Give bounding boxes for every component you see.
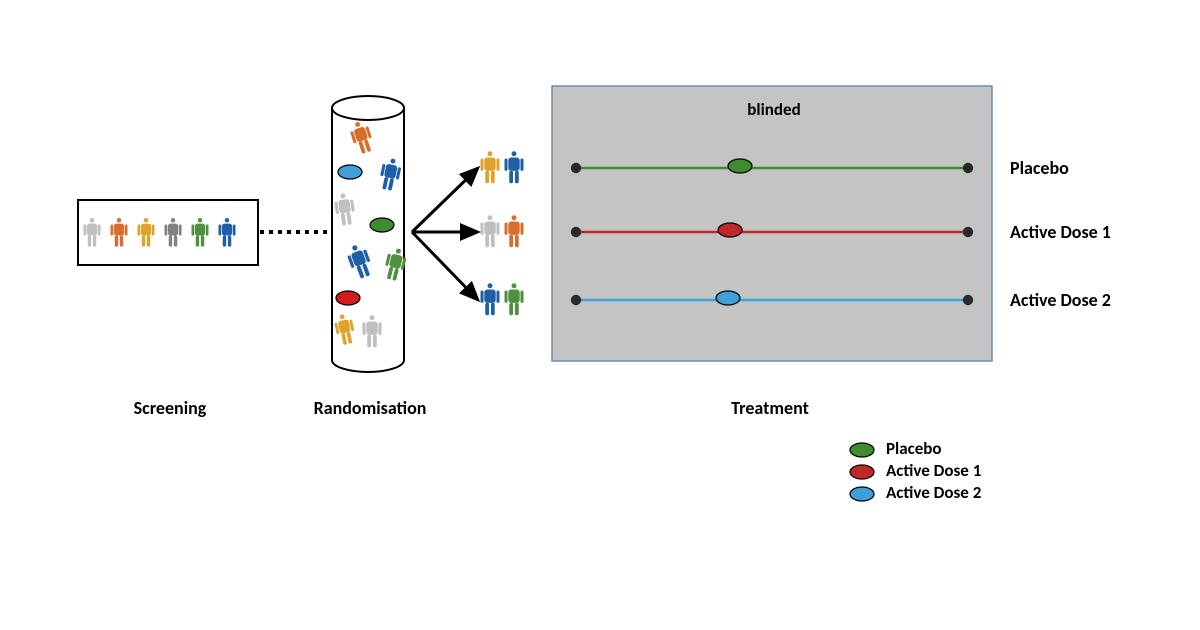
person-icon: [111, 218, 128, 247]
allocated-groups: [481, 151, 524, 315]
randomisation-cylinder: [332, 96, 408, 372]
pill-icon: [718, 223, 742, 237]
pill-icon: [850, 443, 874, 457]
pill-icon: [850, 487, 874, 501]
randomisation-arrows: [412, 168, 478, 300]
person-icon: [84, 218, 101, 247]
blinded-label: blinded: [747, 99, 800, 120]
person-icon: [192, 218, 209, 247]
screening-label: Screening: [134, 397, 207, 419]
person-icon: [505, 151, 524, 183]
person-icon: [505, 215, 524, 247]
legend: PlaceboActive Dose 1Active Dose 2: [850, 438, 982, 503]
pill-icon: [370, 218, 394, 232]
person-icon: [481, 283, 500, 315]
pill-icon: [716, 291, 740, 305]
randomisation-label: Randomisation: [314, 397, 427, 419]
legend-item-label: Placebo: [886, 438, 942, 459]
arm-label: Active Dose 1: [1010, 221, 1111, 243]
treatment-label: Treatment: [731, 397, 809, 419]
pill-icon: [336, 291, 360, 305]
treatment-blinded-box: [552, 86, 992, 361]
person-icon: [481, 151, 500, 183]
arm-label: Active Dose 2: [1010, 289, 1111, 311]
screening-box: [78, 200, 258, 265]
person-icon: [481, 215, 500, 247]
pill-icon: [728, 159, 752, 173]
person-icon: [505, 283, 524, 315]
legend-item-label: Active Dose 2: [886, 482, 982, 503]
pill-icon: [338, 165, 362, 179]
person-icon: [138, 218, 155, 247]
legend-item-label: Active Dose 1: [886, 460, 981, 481]
arm-label: Placebo: [1010, 157, 1069, 179]
pill-icon: [850, 465, 874, 479]
person-icon: [165, 218, 182, 247]
person-icon: [219, 218, 236, 247]
